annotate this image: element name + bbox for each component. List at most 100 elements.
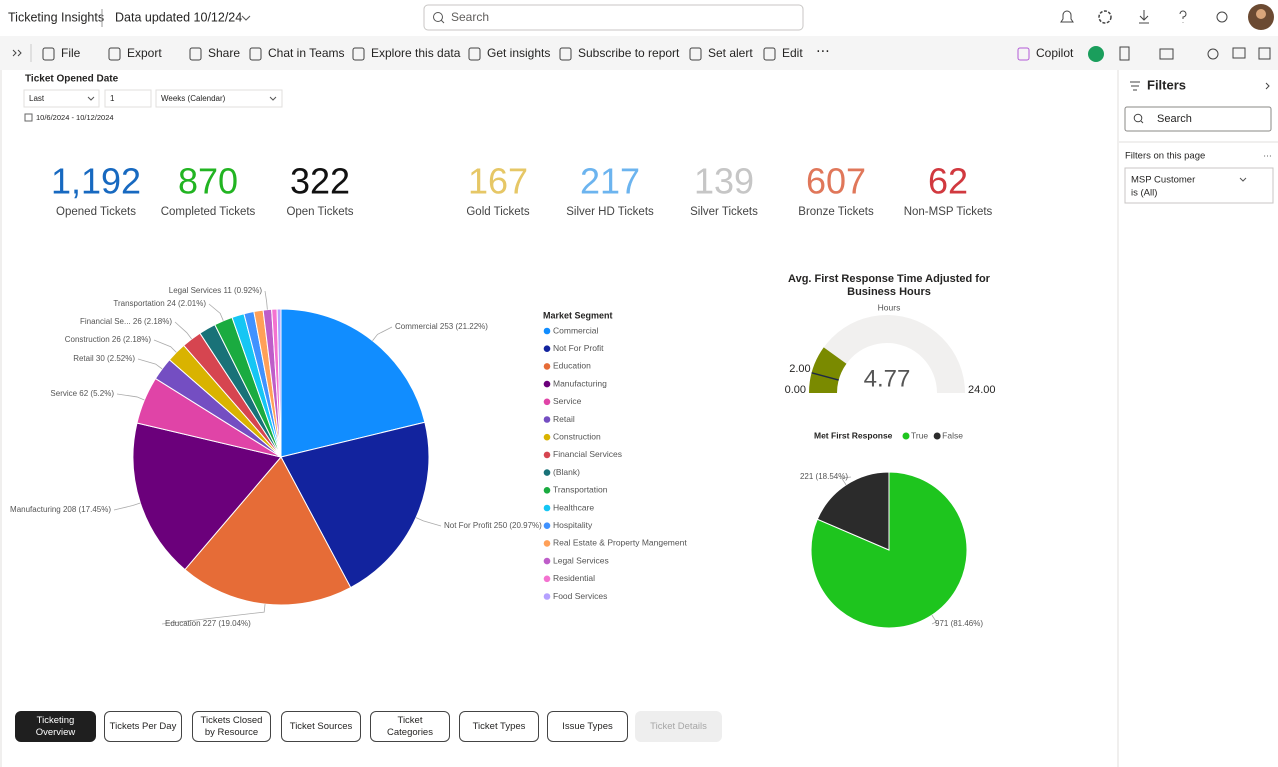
toolbar	[0, 36, 1278, 70]
data-label: Construction 26 (2.18%)	[65, 335, 152, 344]
legend-swatch	[543, 575, 551, 583]
leader-line	[153, 339, 177, 353]
kpi-value: 870	[178, 161, 238, 202]
slicer-mode[interactable]	[23, 89, 100, 108]
data-label: Education 227 (19.04%)	[165, 619, 251, 628]
kpi-value: 607	[806, 161, 866, 202]
search-icon	[433, 12, 443, 22]
leader-line	[264, 290, 268, 310]
toolbar-item[interactable]: Set alert	[708, 46, 753, 60]
toolbar-item[interactable]: Chat in Teams	[268, 46, 344, 60]
legend-swatch	[543, 487, 551, 494]
legend-entry: Education	[553, 361, 591, 371]
data-label: 221 (18.54%)	[800, 472, 848, 481]
data-label: Transportation 24 (2.01%)	[113, 299, 206, 308]
toolbar-icon	[352, 47, 365, 61]
page-tab[interactable]: Ticketing Overview	[15, 711, 96, 742]
toolbar-icon	[249, 47, 262, 61]
view-icon[interactable]	[1159, 48, 1174, 60]
toolbar-item[interactable]: Copilot	[1036, 46, 1074, 60]
kpi-label: Non-MSP Tickets	[904, 206, 993, 218]
toolbar-item[interactable]: Get insights	[487, 46, 550, 60]
data-label: Not For Profit 250 (20.97%)	[444, 521, 542, 530]
legend-entry: Manufacturing	[553, 378, 607, 388]
legend-entry: Real Estate & Property Mangement	[553, 538, 687, 548]
download-icon[interactable]	[1139, 10, 1149, 24]
chevron	[241, 15, 251, 21]
leader-line	[208, 303, 224, 321]
chevron	[87, 96, 95, 101]
legend-swatch	[933, 432, 941, 440]
legend-entry: Healthcare	[553, 502, 594, 512]
fullscreen-icon[interactable]	[1258, 47, 1271, 60]
filters-search-text[interactable]: Search	[1157, 113, 1192, 125]
legend-swatch	[902, 432, 910, 440]
search-placeholder[interactable]: Search	[451, 10, 489, 24]
data-label: Financial Se... 26 (2.18%)	[80, 317, 172, 326]
filters-title: Filters	[1147, 77, 1186, 92]
toolbar-item[interactable]: Share	[208, 46, 240, 60]
search-box[interactable]	[423, 4, 804, 31]
status-icon[interactable]	[1088, 46, 1104, 62]
expand-icon[interactable]	[12, 49, 22, 57]
share-icon[interactable]	[1216, 11, 1228, 23]
page-tab[interactable]: Tickets Closed by Resource	[192, 711, 271, 742]
kpi-value: 322	[290, 161, 350, 202]
leader-line	[116, 393, 145, 401]
gauge-target	[811, 372, 839, 381]
page-tab[interactable]: Ticket Sources	[281, 711, 361, 742]
legend-entry: Legal Services	[553, 555, 609, 565]
toolbar-item[interactable]: File	[61, 46, 81, 60]
settings-icon[interactable]	[1098, 10, 1112, 24]
slicer-unit[interactable]	[155, 89, 283, 108]
filters-search[interactable]	[1124, 106, 1272, 132]
app-title[interactable]: Ticketing Insights	[8, 10, 104, 24]
page-tab[interactable]: Issue Types	[547, 711, 628, 742]
leader-line	[372, 326, 393, 341]
legend-title: Market Segment	[543, 310, 613, 320]
legend-swatch	[543, 469, 551, 476]
legend-entry: Residential	[553, 573, 595, 583]
toolbar-item[interactable]: Subscribe to report	[578, 46, 680, 60]
gauge-track	[809, 315, 965, 393]
kpi-value: 62	[928, 161, 968, 202]
slicer-count-text: 1	[110, 94, 115, 103]
slicer-count[interactable]	[104, 89, 152, 108]
data-label: Legal Services 11 (0.92%)	[169, 286, 263, 295]
more-dots[interactable]: …	[1263, 148, 1272, 158]
data-updated[interactable]: Data updated 10/12/24	[115, 10, 242, 24]
refresh-icon[interactable]	[1207, 48, 1219, 60]
filter-card[interactable]	[1124, 167, 1274, 204]
kpi-label: Bronze Tickets	[798, 206, 874, 218]
legend-title: Met First Response	[814, 430, 893, 440]
legend-swatch	[543, 451, 551, 459]
kpi-row: 1,192 Opened Tickets 870 Completed Tickets 3…	[51, 161, 993, 219]
comment-icon[interactable]	[1232, 47, 1246, 59]
legend-swatch	[543, 345, 551, 353]
bookmark-icon[interactable]	[1119, 46, 1130, 61]
legend-swatch	[543, 380, 551, 388]
page-tab[interactable]: Ticket Categories	[370, 711, 450, 742]
gauge-subtitle: Hours	[878, 302, 901, 312]
toolbar-icon	[559, 47, 572, 61]
legend-swatch	[543, 433, 551, 441]
legend-entry: (Blank)	[553, 467, 580, 477]
legend-entry: Food Services	[553, 591, 607, 601]
more-options[interactable]: ⋯	[816, 43, 830, 59]
toolbar-icon	[108, 47, 121, 61]
toolbar-item[interactable]: Export	[127, 46, 162, 60]
page-tab[interactable]: Tickets Per Day	[104, 711, 182, 742]
toolbar-item[interactable]: Explore this data	[371, 46, 461, 60]
kpi-label: Gold Tickets	[466, 206, 530, 218]
legend-entry: False	[942, 430, 963, 440]
slicer-title: Ticket Opened Date	[25, 74, 119, 85]
notifications-icon[interactable]	[1060, 10, 1074, 23]
leader-line	[174, 321, 192, 340]
gauge-title: Business Hours	[847, 286, 931, 298]
toolbar-item[interactable]: Edit	[782, 46, 803, 60]
collapse-icon[interactable]	[1265, 82, 1270, 90]
page-tab[interactable]: Ticket Types	[459, 711, 539, 742]
legend-swatch	[543, 327, 551, 335]
toolbar-icon	[689, 47, 702, 61]
